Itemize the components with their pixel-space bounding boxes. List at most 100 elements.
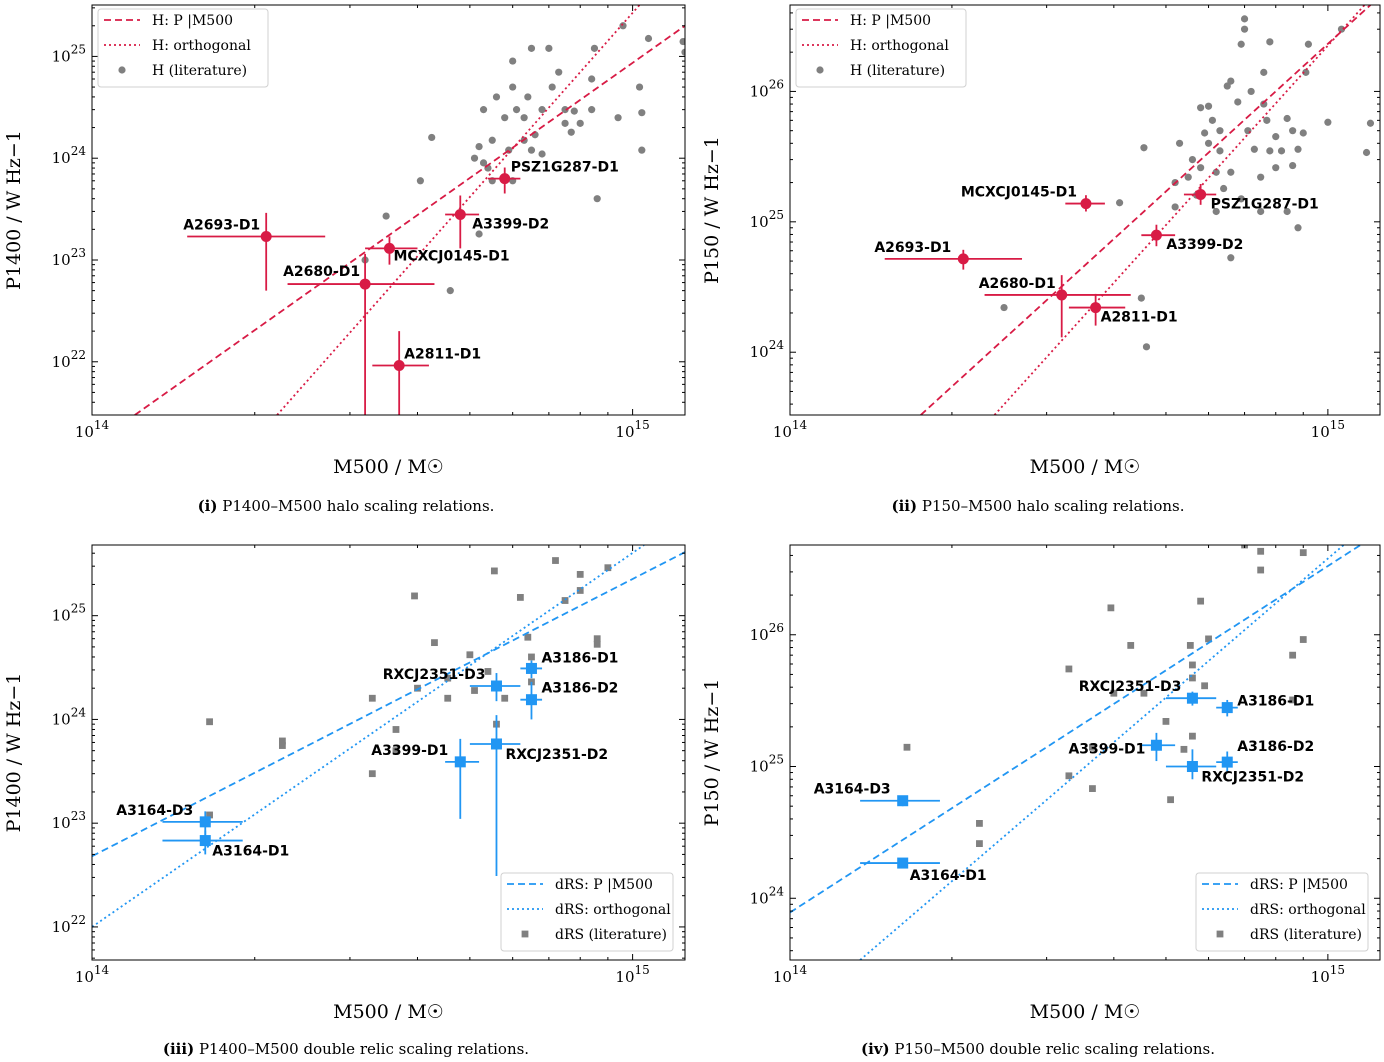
legend-box (1195, 872, 1369, 952)
caption-tag: (ii) (891, 497, 918, 515)
literature-point (1204, 102, 1213, 110)
literature-point (1237, 40, 1245, 48)
point-label: A3186-D1 (541, 650, 618, 666)
literature-point (1184, 173, 1192, 181)
literature-point (1257, 566, 1265, 574)
literature-point (512, 106, 521, 114)
literature-point (1216, 147, 1224, 155)
literature-point (1257, 173, 1265, 181)
x-tick-label: 1014 (773, 418, 808, 441)
data-point (1090, 302, 1102, 314)
point-label: A2680-D1 (283, 264, 360, 280)
literature-point (206, 718, 213, 726)
literature-point (538, 106, 546, 114)
literature-point (1244, 127, 1252, 135)
literature-point (1116, 199, 1124, 207)
literature-point (466, 651, 474, 659)
fit-line (92, 551, 685, 858)
literature-point (593, 640, 601, 648)
literature-point (561, 119, 569, 127)
x-axis-label: M500 / M☉ (333, 1001, 444, 1023)
legend-label: H: P |M500 (152, 13, 233, 29)
literature-point (206, 811, 213, 819)
literature-point (1110, 689, 1118, 697)
fit-line (993, 5, 1366, 415)
data-point (383, 242, 395, 254)
y-tick-label: 1025 (750, 208, 784, 231)
data-point (525, 662, 537, 674)
literature-point (1227, 77, 1235, 85)
literature-point (1260, 68, 1268, 76)
y-axis-label: P1400 / W Hz−1 (3, 673, 25, 833)
point-label: PSZ1G287-D1 (1211, 196, 1319, 212)
literature-point (679, 37, 685, 46)
literature-point (588, 75, 596, 83)
literature-point (593, 635, 601, 643)
point-label: A3399-D1 (371, 743, 448, 759)
data-point (260, 231, 272, 243)
literature-point (1000, 303, 1008, 312)
literature-point (490, 567, 498, 575)
chart-panel-iii: RXCJ2351-D3 A3186-D1 A3186-D2 A3399-D1 RXCJ2… (3, 544, 686, 1023)
y-tick-label: 1024 (52, 705, 87, 728)
data-point (1195, 188, 1207, 200)
point-label: A2811-D1 (404, 346, 481, 362)
literature-point (414, 684, 421, 692)
y-axis-label: P1400 / W Hz−1 (3, 130, 25, 290)
y-tick-label: 1025 (52, 602, 86, 625)
point-label: A3164-D1 (212, 844, 289, 860)
literature-point (488, 136, 496, 144)
legend-label: H (literature) (850, 63, 945, 79)
literature-point (1189, 732, 1196, 740)
literature-point (638, 146, 646, 154)
point-label: A2693-D1 (874, 240, 951, 256)
literature-point (570, 107, 578, 115)
literature-point (1289, 696, 1297, 704)
y-tick-label: 1025 (750, 753, 784, 776)
data-point (897, 857, 909, 869)
literature-point (976, 820, 983, 827)
point-label: A3186-D2 (1237, 739, 1314, 755)
legend-swatch (118, 66, 126, 74)
literature-point (976, 840, 983, 847)
data-point (199, 816, 211, 828)
data-point (1186, 692, 1198, 704)
literature-point (416, 177, 424, 185)
literature-point (382, 212, 390, 220)
data-point (454, 208, 466, 220)
legend-swatch (1216, 930, 1224, 938)
literature-point (1205, 635, 1212, 643)
axes-frame (789, 544, 1381, 961)
literature-point (528, 653, 535, 661)
legend-label: dRS: P |M500 (1250, 877, 1348, 893)
literature-point (593, 195, 601, 203)
point-label: A3399-D2 (1166, 237, 1243, 253)
y-tick-label: 1023 (52, 246, 86, 269)
literature-point (1140, 689, 1148, 697)
literature-point (903, 743, 911, 751)
literature-point (1216, 127, 1224, 135)
y-tick-label: 1022 (52, 348, 86, 371)
literature-point (520, 114, 528, 122)
legend-box (97, 8, 269, 88)
literature-point (614, 114, 622, 122)
y-tick-label: 1024 (52, 144, 87, 167)
point-label: RXCJ2351-D2 (505, 747, 608, 763)
literature-point (368, 694, 376, 702)
literature-point (1366, 119, 1375, 127)
legend-swatch (816, 66, 824, 74)
data-point (490, 738, 502, 750)
x-tick-label: 1014 (773, 963, 808, 986)
x-tick-label: 1015 (1311, 418, 1345, 441)
literature-point (1212, 168, 1220, 176)
literature-point (368, 770, 376, 778)
data-point (359, 278, 371, 290)
point-label: MCXCJ0145-D1 (393, 248, 509, 264)
literature-point (619, 22, 627, 30)
legend-box (795, 8, 967, 88)
literature-point (1189, 674, 1196, 682)
literature-point (1197, 104, 1205, 112)
y-tick-label: 1025 (52, 42, 86, 65)
literature-point (278, 742, 286, 749)
literature-point (1212, 207, 1220, 216)
